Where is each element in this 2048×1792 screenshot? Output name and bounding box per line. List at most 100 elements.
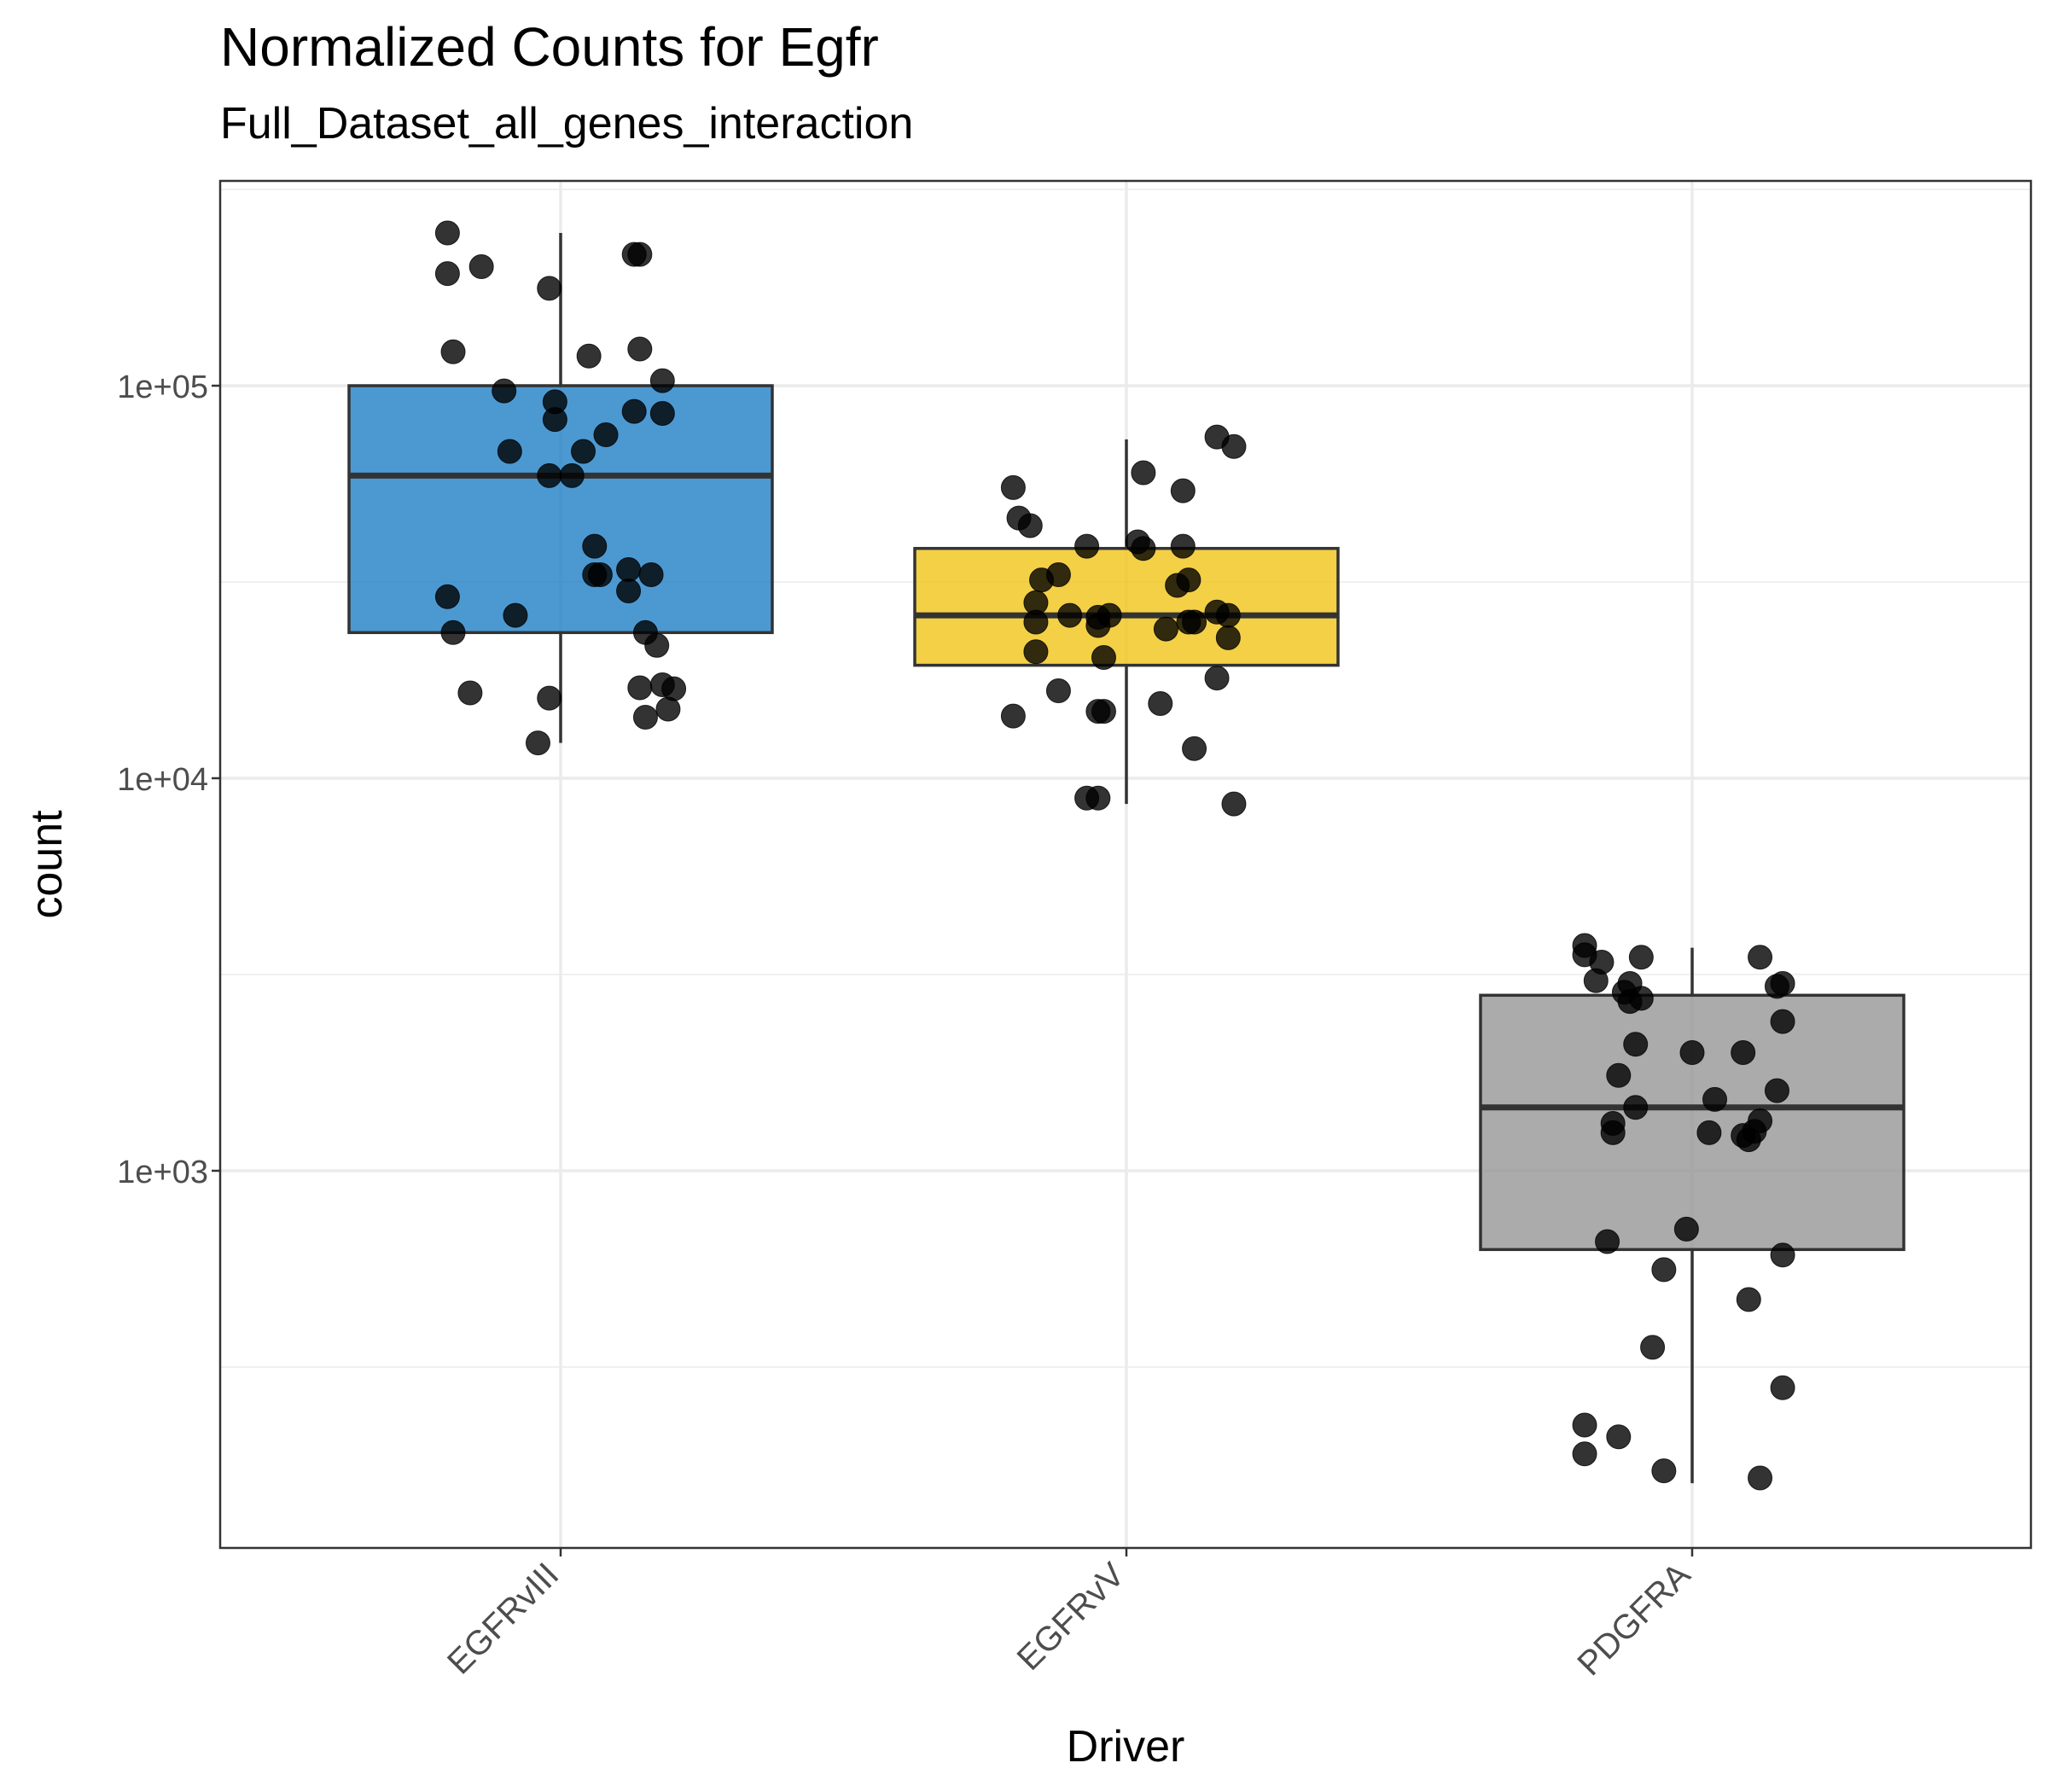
data-point-egfrviii xyxy=(497,439,522,464)
data-point-pdgfra xyxy=(1600,1120,1626,1145)
x-axis-title: Driver xyxy=(1067,1722,1185,1772)
box-egfrviii xyxy=(347,384,774,635)
data-point-egfrviii xyxy=(492,378,517,404)
data-point-egfrvv xyxy=(1085,613,1111,638)
data-point-egfrviii xyxy=(559,463,585,488)
data-point-pdgfra xyxy=(1628,986,1654,1011)
y-tick-label: 1e+03 xyxy=(117,1155,208,1190)
data-point-egfrviii xyxy=(616,557,642,583)
data-point-egfrvv xyxy=(1131,536,1156,561)
data-point-egfrviii xyxy=(440,620,466,645)
data-point-pdgfra xyxy=(1623,1095,1649,1120)
data-point-egfrviii xyxy=(649,368,675,393)
data-point-egfrvv xyxy=(1000,703,1026,729)
data-point-pdgfra xyxy=(1770,1242,1795,1268)
data-point-egfrviii xyxy=(621,399,647,424)
data-point-pdgfra xyxy=(1770,1009,1795,1034)
data-point-egfrvv xyxy=(1074,533,1100,559)
data-point-egfrvv xyxy=(1215,602,1241,628)
data-point-pdgfra xyxy=(1651,1257,1677,1283)
data-point-egfrvv xyxy=(1204,666,1230,691)
data-point-egfrviii xyxy=(582,561,608,587)
data-point-egfrviii xyxy=(582,533,608,559)
x-tick-label: EGFRvV xyxy=(1010,1556,1132,1678)
data-point-egfrviii xyxy=(542,407,567,433)
data-point-egfrvv xyxy=(1085,785,1111,811)
data-point-egfrviii xyxy=(632,705,658,730)
data-point-egfrvv xyxy=(1029,567,1055,593)
box-pdgfra xyxy=(1479,993,1905,1252)
data-point-egfrvv xyxy=(1131,460,1156,486)
data-point-egfrviii xyxy=(503,602,528,628)
data-point-egfrviii xyxy=(434,220,460,246)
data-point-egfrviii xyxy=(593,422,619,447)
data-point-egfrvv xyxy=(1091,645,1116,671)
x-tick-label: PDGFRA xyxy=(1570,1556,1697,1683)
data-point-egfrvv xyxy=(1045,678,1071,704)
data-point-egfrviii xyxy=(457,680,483,706)
data-point-egfrvv xyxy=(1023,639,1049,665)
data-point-pdgfra xyxy=(1770,1375,1795,1400)
data-point-pdgfra xyxy=(1640,1335,1666,1360)
data-point-egfrviii xyxy=(434,584,460,609)
box-egfrvv xyxy=(913,546,1340,667)
data-point-pdgfra xyxy=(1731,1040,1756,1066)
data-point-egfrvv xyxy=(1085,699,1111,724)
data-point-egfrviii xyxy=(571,439,596,464)
data-point-pdgfra xyxy=(1606,1062,1632,1088)
data-point-pdgfra xyxy=(1572,1441,1597,1467)
data-point-pdgfra xyxy=(1651,1458,1677,1484)
data-point-egfrviii xyxy=(576,343,602,369)
data-point-pdgfra xyxy=(1628,945,1654,970)
data-point-egfrviii xyxy=(468,254,494,280)
data-point-egfrvv xyxy=(1148,690,1173,716)
y-tick-label: 1e+05 xyxy=(117,369,208,405)
data-point-pdgfra xyxy=(1696,1120,1722,1145)
data-point-pdgfra xyxy=(1679,1040,1705,1066)
data-point-egfrviii xyxy=(537,276,562,301)
data-point-egfrviii xyxy=(649,400,675,426)
data-point-egfrviii xyxy=(616,579,642,604)
data-point-egfrviii xyxy=(537,685,562,711)
data-point-egfrvv xyxy=(1215,625,1241,650)
data-point-pdgfra xyxy=(1606,1424,1632,1450)
data-point-egfrviii xyxy=(627,675,653,701)
data-point-egfrvv xyxy=(1057,602,1083,628)
data-point-pdgfra xyxy=(1572,1412,1597,1438)
data-point-egfrvv xyxy=(1182,609,1207,635)
data-point-pdgfra xyxy=(1764,1078,1789,1103)
data-point-pdgfra xyxy=(1770,971,1795,997)
data-point-pdgfra xyxy=(1748,1465,1773,1491)
data-point-egfrvv xyxy=(1170,533,1196,559)
data-point-egfrviii xyxy=(537,463,562,488)
data-point-egfrviii xyxy=(440,339,466,364)
data-point-pdgfra xyxy=(1702,1086,1728,1112)
y-axis-title: count xyxy=(22,810,72,919)
data-point-pdgfra xyxy=(1748,1108,1773,1134)
data-point-egfrviii xyxy=(644,632,670,658)
data-point-pdgfra xyxy=(1623,1032,1649,1057)
data-point-egfrvv xyxy=(1182,736,1207,761)
data-point-egfrviii xyxy=(525,730,550,756)
data-point-pdgfra xyxy=(1736,1287,1761,1312)
data-point-egfrvv xyxy=(1170,478,1196,503)
data-point-pdgfra xyxy=(1673,1216,1699,1242)
data-point-egfrvv xyxy=(1176,567,1201,593)
data-point-egfrvv xyxy=(1000,474,1026,500)
data-point-egfrviii xyxy=(434,261,460,287)
data-point-egfrvv xyxy=(1153,616,1178,642)
data-point-pdgfra xyxy=(1748,945,1773,970)
chart-title: Normalized Counts for Egfr xyxy=(220,16,879,78)
data-point-pdgfra xyxy=(1736,1127,1761,1153)
data-point-pdgfra xyxy=(1583,968,1609,993)
x-tick-label: EGFRvIII xyxy=(440,1556,566,1681)
data-point-egfrvv xyxy=(1221,791,1247,817)
data-point-egfrvv xyxy=(1221,433,1247,459)
data-point-egfrviii xyxy=(638,561,664,587)
y-tick-label: 1e+04 xyxy=(117,762,208,798)
chart-subtitle: Full_Dataset_all_genes_interaction xyxy=(220,99,914,148)
data-point-egfrvv xyxy=(1023,609,1049,635)
data-point-egfrvv xyxy=(1017,513,1043,538)
